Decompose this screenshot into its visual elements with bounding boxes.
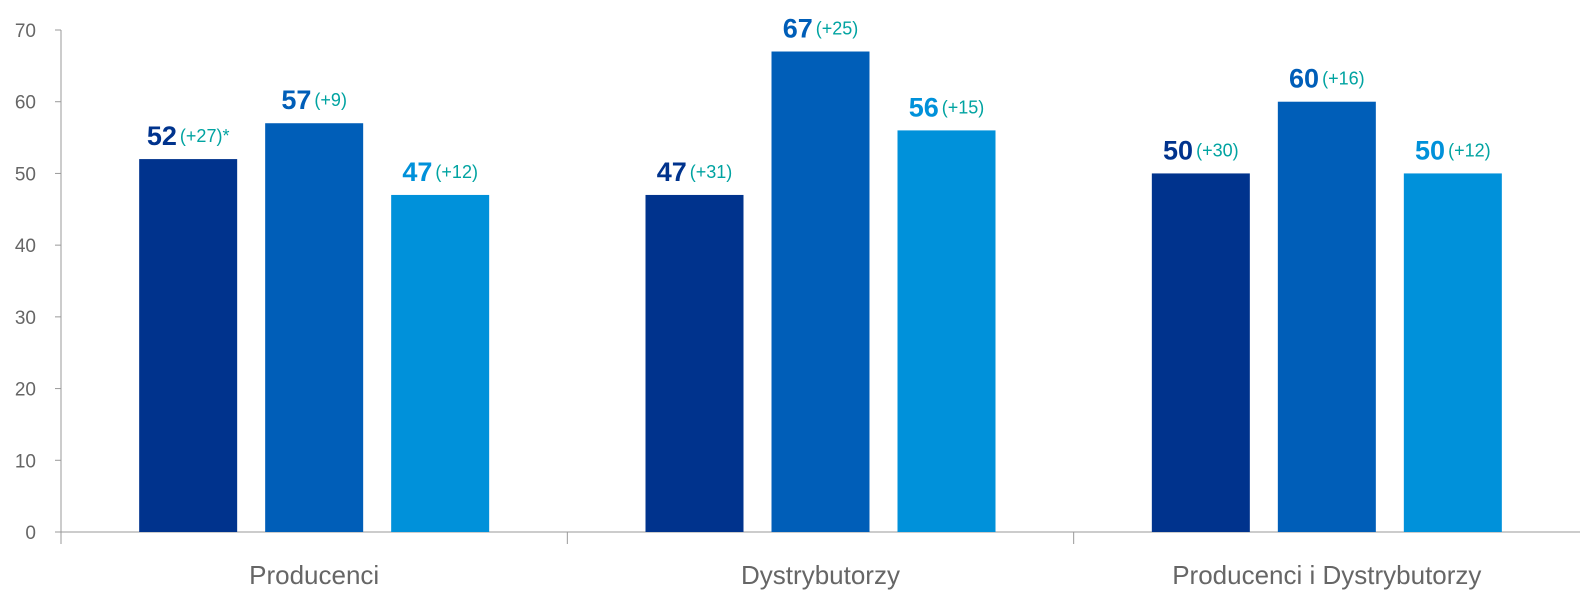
y-tick-label: 10 bbox=[15, 451, 36, 472]
y-tick-label: 30 bbox=[15, 308, 36, 329]
bar-value-label: 52 (+27)* bbox=[147, 121, 230, 151]
bar-value-label: 56 (+15) bbox=[909, 92, 985, 122]
y-tick-label: 50 bbox=[15, 164, 36, 185]
bar bbox=[1403, 173, 1502, 532]
bar-value-label: 57 (+9) bbox=[281, 85, 347, 115]
y-tick-label: 40 bbox=[15, 236, 36, 257]
bar-value-label: 60 (+16) bbox=[1289, 64, 1365, 94]
axes: 0 10 20 30 40 50 60 70 Producenci Dystrybutorzy Pr… bbox=[15, 21, 1580, 590]
data-labels: 52 (+27)* 57 (+9) 47 (+12) 47 (+31) 67 (+25) 56 (+1… bbox=[147, 14, 1491, 187]
x-category-label: Producenci bbox=[249, 560, 379, 590]
bar-value-label: 50 (+12) bbox=[1415, 135, 1491, 165]
bar bbox=[771, 51, 870, 533]
bar-value-label: 50 (+30) bbox=[1163, 135, 1239, 165]
bar bbox=[391, 194, 490, 532]
bar-value-label: 47 (+31) bbox=[657, 157, 733, 187]
bars bbox=[139, 51, 1502, 533]
x-category-label: Dystrybutorzy bbox=[741, 560, 900, 590]
y-tick-label: 0 bbox=[25, 523, 36, 544]
bar-value-label: 67 (+25) bbox=[783, 14, 859, 44]
bar bbox=[1277, 101, 1376, 532]
y-tick-label: 20 bbox=[15, 380, 36, 401]
bar bbox=[139, 159, 238, 533]
bar-value-label: 47 (+12) bbox=[402, 157, 478, 187]
y-tick-label: 60 bbox=[15, 93, 36, 114]
bar bbox=[1151, 173, 1250, 532]
y-tick-label: 70 bbox=[15, 21, 36, 42]
x-category-label: Producenci i Dystrybutorzy bbox=[1172, 560, 1481, 590]
bar bbox=[645, 194, 744, 532]
bar bbox=[265, 123, 364, 532]
bar bbox=[897, 130, 996, 532]
